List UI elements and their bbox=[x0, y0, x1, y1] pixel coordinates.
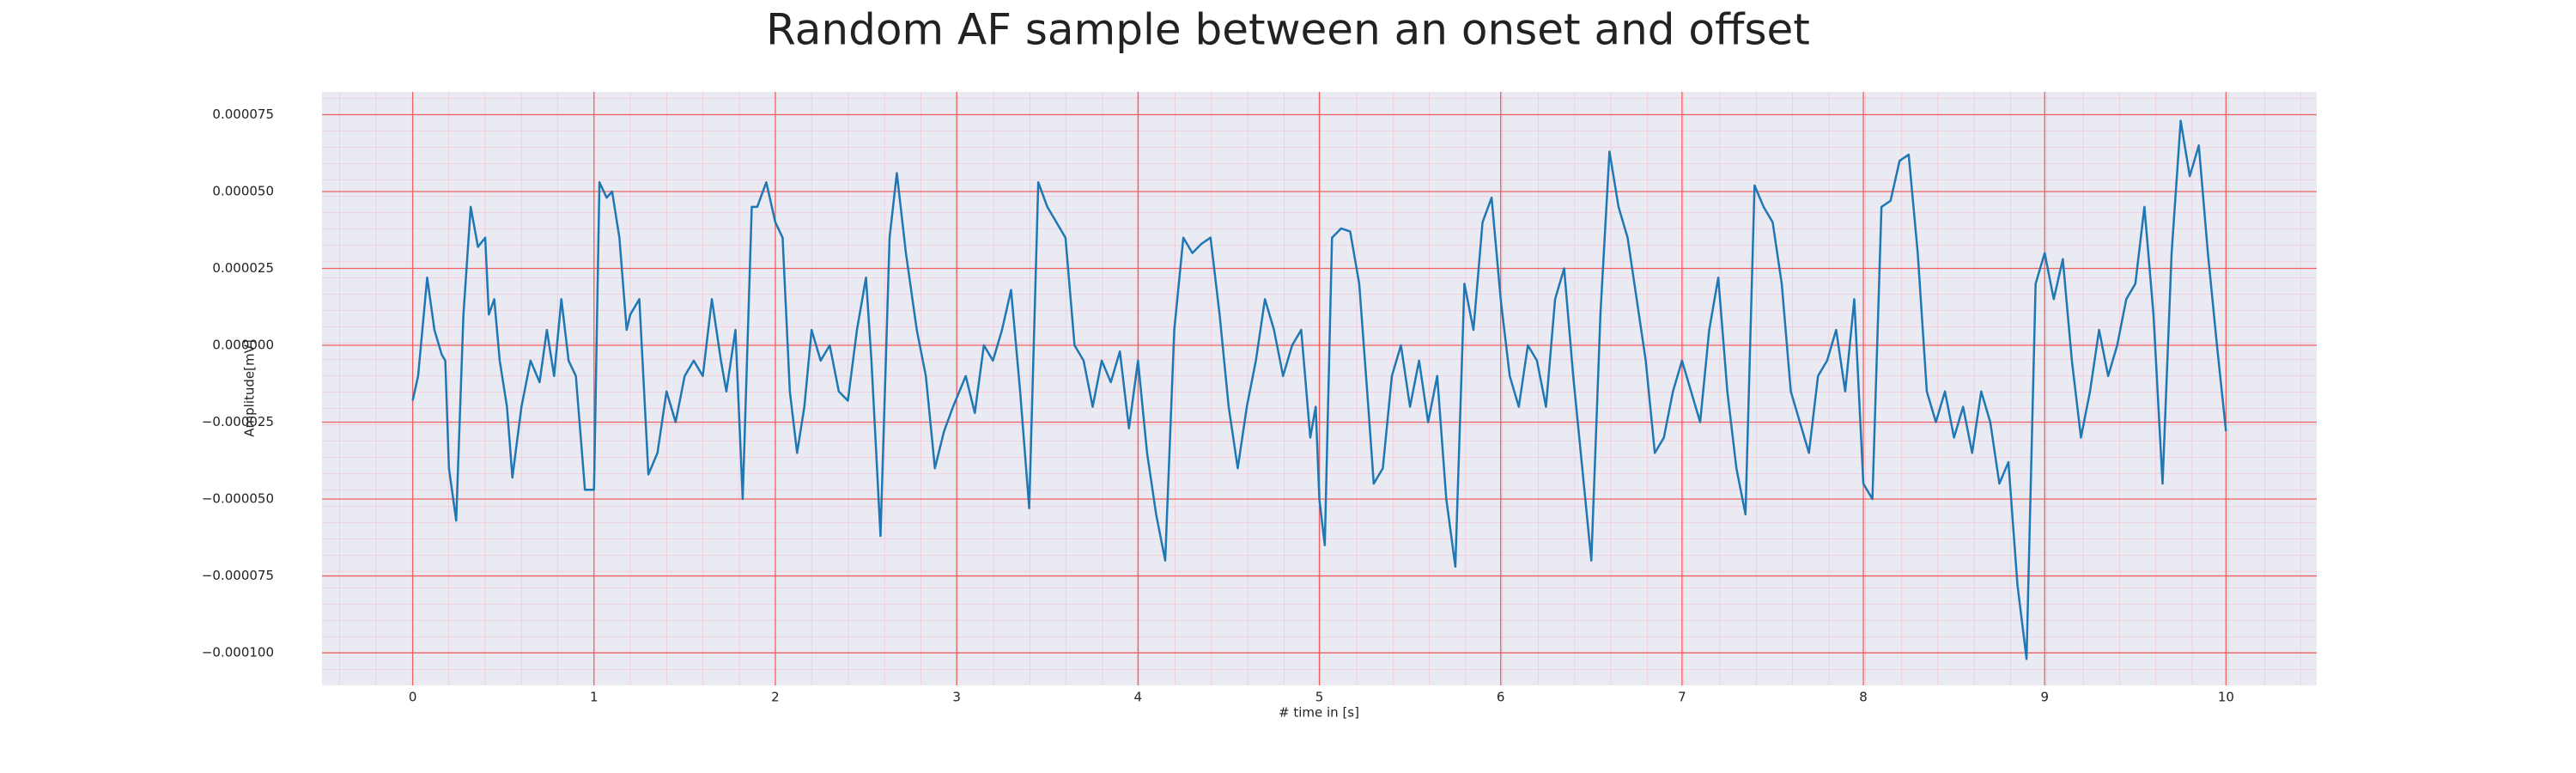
y-tick-label: 0.000075 bbox=[212, 107, 274, 122]
y-tick-label: 0.000025 bbox=[212, 260, 274, 276]
y-tick-label: −0.000050 bbox=[202, 491, 274, 507]
y-tick-label: −0.000100 bbox=[202, 645, 274, 660]
x-tick-label: 1 bbox=[590, 690, 598, 705]
x-tick-label: 0 bbox=[409, 690, 417, 705]
y-tick-label: 0.000000 bbox=[212, 338, 274, 353]
x-tick-label: 7 bbox=[1678, 690, 1686, 705]
x-tick-label: 8 bbox=[1859, 690, 1868, 705]
y-tick-label: 0.000050 bbox=[212, 184, 274, 199]
y-tick-label: −0.000025 bbox=[202, 414, 274, 429]
x-axis-label: # time in [s] bbox=[1279, 705, 1359, 721]
x-tick-label: 2 bbox=[771, 690, 780, 705]
signal-line bbox=[411, 119, 2227, 660]
x-tick-label: 4 bbox=[1134, 690, 1143, 705]
x-tick-label: 5 bbox=[1315, 690, 1324, 705]
chart-title: Random AF sample between an onset and of… bbox=[766, 5, 1810, 55]
x-tick-label: 6 bbox=[1497, 690, 1505, 705]
y-tick-label: −0.000075 bbox=[202, 568, 274, 583]
x-tick-label: 10 bbox=[2218, 690, 2234, 705]
x-tick-label: 9 bbox=[2040, 690, 2049, 705]
x-tick-label: 3 bbox=[952, 690, 961, 705]
y-axis-label: Amplitude[mV] bbox=[242, 339, 258, 436]
